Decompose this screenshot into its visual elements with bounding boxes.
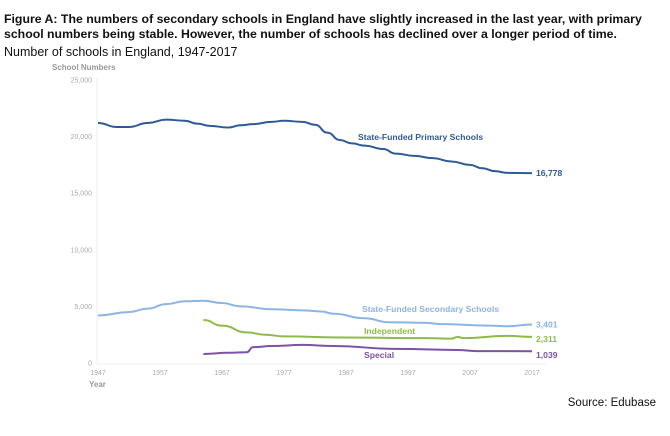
source-note: Source: Edubase	[567, 397, 656, 409]
y-tick-label: 10,000	[71, 247, 93, 254]
chart-subtitle: Number of schools in England, 1947-2017	[4, 45, 238, 59]
y-tick-label: 25,000	[71, 78, 93, 85]
y-tick-label: 0	[88, 361, 92, 368]
x-tick-label: 1967	[214, 370, 230, 377]
end-value-label: 3,401	[536, 320, 558, 330]
series-line-state-funded-secondary-schools	[97, 299, 533, 328]
y-tick-label: 5,000	[74, 304, 92, 311]
series-line-independent	[203, 318, 533, 340]
x-tick-label: 1977	[276, 370, 292, 377]
x-tick-label: 2017	[524, 370, 540, 377]
end-value-label: 1,039	[536, 350, 558, 360]
end-value-label: 16,778	[536, 168, 563, 178]
series-line-state-funded-primary-schools	[97, 118, 533, 175]
y-tick-label: 15,000	[71, 191, 93, 198]
end-value-label: 2,311	[536, 334, 557, 344]
x-tick-label: 1947	[90, 370, 106, 377]
figure-title: Figure A: The numbers of secondary schoo…	[4, 12, 642, 41]
series-label: State-Funded Primary Schools	[358, 132, 483, 142]
series-label: Independent	[364, 326, 415, 336]
y-axis-label: School Numbers	[52, 63, 116, 72]
series-label: Special	[364, 350, 394, 360]
x-tick-label: 1987	[338, 370, 354, 377]
x-axis-label: Year	[89, 380, 106, 389]
x-tick-label: 1997	[400, 370, 416, 377]
x-tick-label: 2007	[462, 370, 478, 377]
x-tick-label: 1957	[152, 370, 168, 377]
series-label: State-Funded Secondary Schools	[362, 304, 499, 314]
y-tick-label: 20,000	[71, 134, 93, 141]
series-line-special	[203, 343, 533, 355]
